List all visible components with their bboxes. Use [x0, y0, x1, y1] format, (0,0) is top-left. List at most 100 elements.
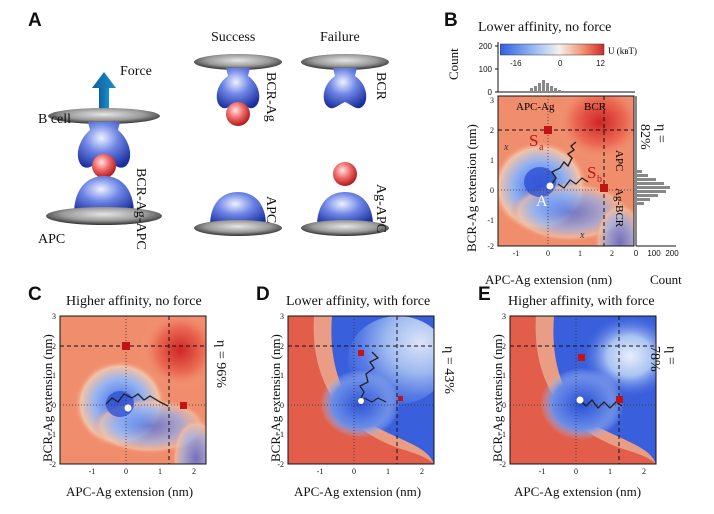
panel-d-ylabel: BCR-Ag extension (nm) — [268, 334, 283, 462]
success-heading: Success — [211, 30, 256, 45]
b-xb-label: x — [503, 142, 509, 153]
panel-e-ylabel: BCR-Ag extension (nm) — [490, 334, 505, 462]
svg-text:2: 2 — [642, 467, 646, 476]
svg-text:2: 2 — [490, 126, 494, 135]
right-count-tick-100: 100 — [647, 249, 661, 258]
svg-text:3: 3 — [490, 96, 494, 105]
b-state-sb-label: S — [587, 163, 596, 182]
panel-c-ylabel: BCR-Ag extension (nm) — [40, 334, 55, 462]
panel-b-xlabel: APC-Ag extension (nm) — [485, 272, 613, 287]
d-state-sa-marker — [358, 350, 364, 356]
schematic-illustration — [46, 54, 389, 236]
svg-text:1: 1 — [502, 371, 506, 380]
apc-column-label: APC — [263, 196, 278, 224]
failure-apc-body — [317, 192, 373, 226]
b-state-sa-label: S — [529, 131, 538, 150]
failure-apc-disk — [301, 220, 389, 236]
right-count-tick-200: 200 — [665, 249, 679, 258]
right-count-tick-0: 0 — [634, 249, 639, 258]
failure-bcr-body — [323, 68, 367, 109]
b-region-ag-bcr: Ag-BCR — [613, 188, 625, 228]
panel-c-title: Higher affinity, no force — [66, 294, 202, 309]
svg-text:-1: -1 — [487, 216, 494, 225]
panel-c-heatmap: 3 2 1 0 -1 -2 -1 0 1 2 — [49, 312, 207, 476]
svg-text:2: 2 — [280, 342, 284, 351]
b-state-sb-marker — [600, 184, 608, 192]
b-state-a-marker — [546, 182, 554, 190]
bcr-label: BCR — [373, 72, 388, 101]
apc-label: APC — [38, 232, 66, 247]
panel-e-xlabel: APC-Ag extension (nm) — [514, 484, 642, 499]
e-state-sb-marker — [616, 396, 623, 403]
force-arrow — [92, 72, 116, 110]
bcell-disk — [48, 108, 160, 124]
success-bcell-disk — [194, 54, 282, 70]
b-state-sa-sub: a — [539, 142, 544, 153]
panel-b-heatmap: APC-Ag BCR APC Ag-BCR A S a S b x x 3 2 … — [487, 95, 679, 258]
svg-text:-2: -2 — [277, 460, 284, 469]
apc-disk — [46, 207, 162, 225]
svg-text:-1: -1 — [317, 467, 324, 476]
panel-d-heatmap: 3 2 1 0 -1 -2 -1 0 1 2 — [277, 312, 435, 476]
d-state-a-marker — [358, 398, 364, 404]
svg-text:-1: -1 — [89, 467, 96, 476]
svg-text:0: 0 — [546, 249, 550, 258]
b-state-sa-marker — [544, 126, 552, 134]
svg-text:3: 3 — [52, 312, 56, 321]
colorbar-unit: U (kʙT) — [608, 46, 637, 56]
c-state-sa-marker — [122, 342, 130, 350]
svg-text:-1: -1 — [277, 430, 284, 439]
svg-text:2: 2 — [610, 249, 614, 258]
apc-body — [74, 176, 134, 214]
e-state-a-marker — [576, 396, 584, 404]
svg-text:-1: -1 — [513, 249, 520, 258]
bcr-body — [77, 122, 131, 168]
bcr-ag-apc-label: BCR-Ag-APC — [133, 168, 148, 250]
svg-text:-2: -2 — [499, 460, 506, 469]
svg-text:0: 0 — [352, 467, 356, 476]
panel-c-xlabel: APC-Ag extension (nm) — [66, 484, 194, 499]
svg-text:2: 2 — [420, 467, 424, 476]
svg-text:1: 1 — [578, 249, 582, 258]
svg-text:0: 0 — [124, 467, 128, 476]
top-count-tick-200: 200 — [479, 42, 493, 51]
svg-text:2: 2 — [192, 467, 196, 476]
b-state-sb-sub: b — [597, 174, 602, 185]
success-apc-disk — [194, 220, 282, 236]
panel-e-heatmap: 3 2 1 0 -1 -2 -1 0 1 2 — [499, 312, 657, 476]
b-state-a-label: A — [536, 193, 548, 210]
panel-e-label: E — [478, 284, 491, 305]
e-state-sa-marker — [578, 354, 585, 361]
svg-text:0: 0 — [502, 401, 506, 410]
svg-text:1: 1 — [280, 371, 284, 380]
panel-a-label: A — [28, 10, 42, 31]
force-label: Force — [120, 64, 152, 79]
panel-c-label: C — [28, 284, 42, 305]
panel-d-label: D — [256, 284, 270, 305]
svg-text:1: 1 — [608, 467, 612, 476]
svg-text:3: 3 — [280, 312, 284, 321]
b-region-apc-ag: APC-Ag — [516, 101, 555, 113]
colorbar: -16 0 12 U (kʙT) — [500, 43, 637, 68]
panel-d-title: Lower affinity, with force — [286, 294, 431, 309]
panel-b-label: B — [444, 10, 458, 31]
bcell-label: B cell — [38, 112, 72, 127]
failure-antigen-ball — [333, 162, 357, 186]
svg-text:1: 1 — [52, 371, 56, 380]
panel-c-eta: η = 96% — [213, 340, 228, 388]
success-antigen-ball — [226, 102, 250, 126]
panel-b-ylabel: BCR-Ag extension (nm) — [464, 124, 479, 252]
svg-text:1: 1 — [158, 467, 162, 476]
b-region-bcr: BCR — [584, 101, 607, 113]
svg-text:-1: -1 — [539, 467, 546, 476]
b-region-apc: APC — [613, 150, 625, 171]
panel-e-eta: η = 78% — [647, 346, 678, 372]
panel-b-eta: η = 82% — [637, 124, 668, 150]
top-count-label: Count — [446, 48, 461, 80]
antigen-ball — [92, 154, 116, 178]
svg-text:1: 1 — [386, 467, 390, 476]
c-state-a-marker — [124, 404, 132, 412]
svg-text:-2: -2 — [487, 242, 494, 251]
svg-text:0: 0 — [490, 186, 494, 195]
svg-text:2: 2 — [502, 342, 506, 351]
